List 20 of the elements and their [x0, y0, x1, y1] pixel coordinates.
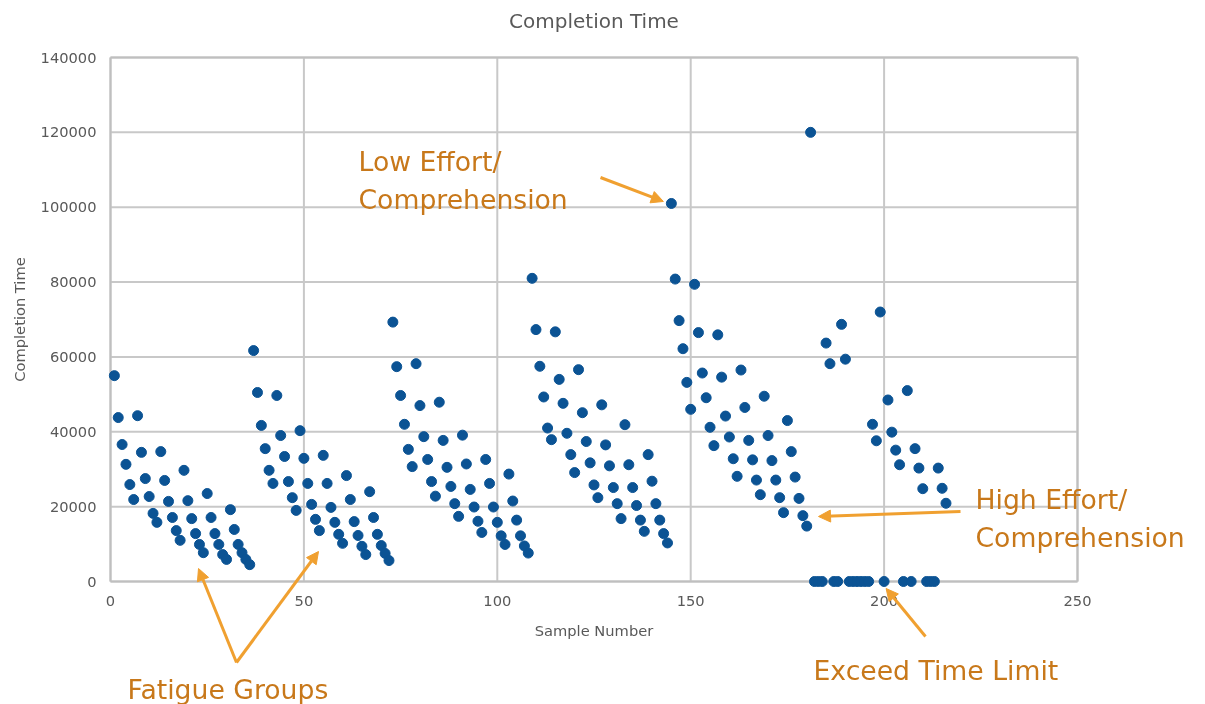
y-tick-label: 20000	[49, 497, 97, 515]
y-tick-label: 120000	[40, 123, 97, 141]
chart-title: Completion Time	[509, 8, 679, 33]
annotation: Low Effort/ Comprehension	[358, 145, 568, 216]
y-axis-title: Completion Time	[11, 257, 28, 382]
y-tick-label: 60000	[49, 347, 97, 365]
y-tick-label: 80000	[49, 273, 97, 291]
annotation: Exceed Time Limit	[813, 654, 1059, 686]
y-tick-label: 100000	[40, 198, 97, 216]
text: Fatigue Groups	[127, 673, 329, 704]
y-tick-label: 0	[87, 572, 97, 590]
x-tick-label: 250	[1063, 591, 1092, 609]
x-tick-label: 100	[483, 591, 512, 609]
x-axis-title: Sample Number	[534, 622, 655, 639]
x-tick-label: 150	[676, 591, 705, 609]
y-tick-label: 40000	[49, 422, 97, 440]
x-tick-label: 50	[294, 591, 314, 609]
x-tick-label: 0	[105, 591, 116, 609]
y-tick-label: 140000	[40, 48, 97, 66]
annotation: High Effort/ Comprehension	[975, 483, 1185, 554]
